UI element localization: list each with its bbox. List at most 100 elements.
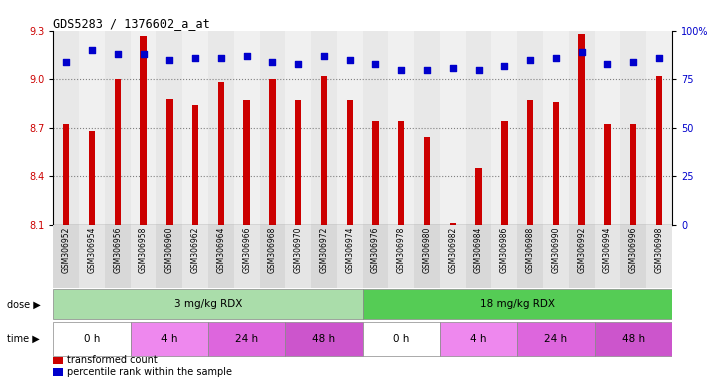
Bar bbox=[501, 121, 508, 225]
Bar bbox=[346, 100, 353, 225]
Bar bbox=[337, 31, 363, 225]
Point bbox=[447, 65, 459, 71]
Bar bbox=[620, 31, 646, 225]
Bar bbox=[466, 31, 491, 225]
Bar bbox=[398, 121, 405, 225]
Text: 3 mg/kg RDX: 3 mg/kg RDX bbox=[173, 299, 242, 310]
Point bbox=[267, 59, 278, 65]
Bar bbox=[569, 31, 594, 225]
Text: GSM306986: GSM306986 bbox=[500, 227, 509, 273]
Bar bbox=[79, 225, 105, 288]
Point bbox=[395, 66, 407, 73]
Text: 0 h: 0 h bbox=[84, 334, 100, 344]
Bar bbox=[208, 31, 234, 225]
Text: 24 h: 24 h bbox=[235, 334, 258, 344]
Text: GSM306996: GSM306996 bbox=[629, 227, 638, 273]
Bar bbox=[105, 31, 131, 225]
Point bbox=[138, 51, 149, 57]
Bar bbox=[311, 31, 337, 225]
Text: transformed count: transformed count bbox=[67, 354, 158, 364]
Point bbox=[602, 61, 613, 67]
Text: GSM306970: GSM306970 bbox=[294, 227, 303, 273]
Text: GSM306990: GSM306990 bbox=[552, 227, 560, 273]
Text: GSM306998: GSM306998 bbox=[655, 227, 663, 273]
Bar bbox=[89, 131, 95, 225]
Text: GSM306972: GSM306972 bbox=[319, 227, 328, 273]
Bar bbox=[491, 31, 517, 225]
Text: GSM306980: GSM306980 bbox=[422, 227, 432, 273]
Bar bbox=[620, 225, 646, 288]
Text: 48 h: 48 h bbox=[621, 334, 645, 344]
Bar bbox=[543, 31, 569, 225]
Text: GSM306976: GSM306976 bbox=[371, 227, 380, 273]
Bar bbox=[166, 99, 173, 225]
Bar bbox=[182, 31, 208, 225]
Point bbox=[473, 66, 484, 73]
Point bbox=[422, 66, 433, 73]
Point bbox=[498, 63, 510, 69]
Bar bbox=[53, 289, 363, 319]
Bar bbox=[449, 223, 456, 225]
Text: GSM306992: GSM306992 bbox=[577, 227, 586, 273]
Text: GSM306974: GSM306974 bbox=[346, 227, 354, 273]
Text: 48 h: 48 h bbox=[312, 334, 336, 344]
Bar bbox=[414, 225, 440, 288]
Text: GSM306968: GSM306968 bbox=[268, 227, 277, 273]
Bar bbox=[491, 225, 517, 288]
Bar bbox=[579, 34, 585, 225]
Bar bbox=[131, 225, 156, 288]
Bar bbox=[517, 322, 594, 356]
Bar bbox=[517, 31, 543, 225]
Point bbox=[628, 59, 639, 65]
Bar bbox=[218, 83, 224, 225]
Point bbox=[653, 55, 665, 61]
Point bbox=[550, 55, 562, 61]
Bar bbox=[260, 225, 285, 288]
Bar bbox=[440, 31, 466, 225]
Bar bbox=[646, 225, 672, 288]
Bar bbox=[208, 322, 285, 356]
Text: GSM306966: GSM306966 bbox=[242, 227, 251, 273]
Bar bbox=[234, 225, 260, 288]
Bar bbox=[285, 31, 311, 225]
Bar bbox=[414, 31, 440, 225]
Bar bbox=[440, 322, 517, 356]
Bar bbox=[630, 124, 636, 225]
Text: GSM306984: GSM306984 bbox=[474, 227, 483, 273]
Bar bbox=[527, 100, 533, 225]
Bar bbox=[337, 225, 363, 288]
Point bbox=[189, 55, 201, 61]
Text: 4 h: 4 h bbox=[471, 334, 487, 344]
Point bbox=[215, 55, 227, 61]
Text: dose ▶: dose ▶ bbox=[7, 299, 41, 310]
Text: GSM306978: GSM306978 bbox=[397, 227, 406, 273]
Point bbox=[525, 57, 536, 63]
Bar bbox=[192, 105, 198, 225]
Bar bbox=[114, 79, 121, 225]
Point bbox=[60, 59, 72, 65]
Point bbox=[164, 57, 175, 63]
Point bbox=[292, 61, 304, 67]
Bar bbox=[243, 100, 250, 225]
Bar bbox=[156, 225, 182, 288]
Bar bbox=[476, 168, 482, 225]
Bar bbox=[63, 124, 70, 225]
Bar bbox=[105, 225, 131, 288]
Bar bbox=[466, 225, 491, 288]
Text: 4 h: 4 h bbox=[161, 334, 178, 344]
Text: GSM306956: GSM306956 bbox=[113, 227, 122, 273]
Text: GSM306988: GSM306988 bbox=[525, 227, 535, 273]
Text: time ▶: time ▶ bbox=[7, 334, 40, 344]
Bar bbox=[182, 225, 208, 288]
Point bbox=[112, 51, 124, 57]
Bar bbox=[53, 31, 79, 225]
Bar bbox=[53, 322, 131, 356]
Bar bbox=[140, 36, 146, 225]
Bar bbox=[269, 79, 276, 225]
Bar bbox=[569, 225, 594, 288]
Bar bbox=[363, 31, 388, 225]
Bar bbox=[646, 31, 672, 225]
Text: GSM306994: GSM306994 bbox=[603, 227, 612, 273]
Bar bbox=[234, 31, 260, 225]
Bar bbox=[440, 225, 466, 288]
